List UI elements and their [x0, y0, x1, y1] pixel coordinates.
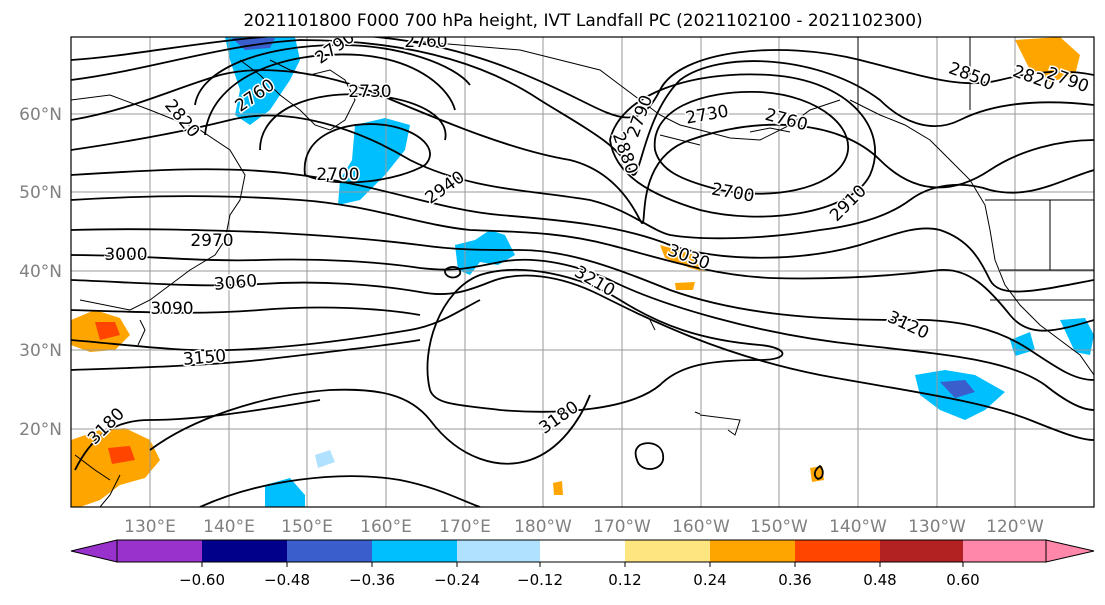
contour-label: 2760: [404, 32, 447, 52]
lon-tick-label: 150°W: [750, 517, 808, 537]
lat-tick-label: 20°N: [19, 420, 62, 440]
colorbar-bin: [710, 540, 795, 562]
lon-tick-label: 170°W: [593, 517, 651, 537]
colorbar-tick-label: 0.36: [778, 571, 811, 589]
lon-tick-label: 140°W: [829, 517, 887, 537]
colorbar: −0.60 −0.48 −0.36 −0.24 −0.12 0.12 0.24 …: [70, 539, 1095, 589]
negative-anomaly-region: [338, 118, 410, 205]
lon-tick-label: 180°W: [514, 517, 572, 537]
contour-label: 2700: [316, 165, 359, 185]
negative-anomaly-region: [225, 37, 300, 125]
positive-anomaly-region: [95, 322, 120, 340]
lon-tick-label: 170°E: [439, 517, 491, 537]
lon-tick-label: 120°W: [986, 517, 1044, 537]
lon-tick-label: 130°W: [908, 517, 966, 537]
positive-anomaly-region: [108, 446, 135, 464]
colorbar-frame: [116, 539, 1047, 563]
colorbar-bin: [625, 540, 710, 562]
negative-anomaly-region: [265, 478, 305, 507]
negative-anomaly-region: [315, 450, 335, 468]
colorbar-bin: [372, 540, 457, 562]
colorbar-bin: [540, 540, 625, 562]
colorbar-bin: [457, 540, 540, 562]
lat-tick-label: 50°N: [19, 183, 62, 203]
map-panel: 2760 2790 2760 2730 2820 2700 2940 2970 …: [70, 32, 1095, 508]
colorbar-tick-label: −0.60: [179, 571, 225, 589]
colorbar-tick-label: −0.12: [517, 571, 563, 589]
negative-anomaly-region: [940, 380, 975, 398]
map-title: 2021101800 F000 700 hPa height, IVT Land…: [243, 11, 922, 31]
contour-label: 3000: [104, 245, 147, 265]
contour-label: 2730: [348, 82, 391, 102]
negative-anomaly-region: [455, 230, 515, 275]
positive-anomaly-region: [1015, 37, 1080, 82]
positive-anomaly-region: [675, 282, 695, 290]
colorbar-tick-label: −0.36: [349, 571, 395, 589]
colorbar-bin: [117, 540, 202, 562]
contour-label: 3060: [213, 271, 258, 295]
coastlines: [71, 37, 1094, 507]
map-frame: [70, 36, 1095, 508]
lat-tick-label: 60°N: [19, 105, 62, 125]
contour-label: 3150: [182, 346, 227, 370]
lat-tick-label: 30°N: [19, 341, 62, 361]
positive-anomaly-region: [660, 245, 705, 272]
colorbar-bin: [287, 540, 372, 562]
height-contours: [71, 37, 1094, 507]
colorbar-bin: [963, 540, 1046, 562]
lat-axis: 60°N 50°N 40°N 30°N 20°N: [19, 105, 62, 440]
lon-tick-label: 140°E: [203, 517, 255, 537]
lon-tick-label: 130°E: [124, 517, 176, 537]
colorbar-tick-label: −0.24: [434, 571, 480, 589]
colorbar-tick-label: 0.48: [863, 571, 896, 589]
lon-axis: 130°E 140°E 150°E 160°E 170°E 180°W 170°…: [124, 517, 1044, 537]
lon-tick-label: 160°E: [360, 517, 412, 537]
colorbar-extend-high: [1045, 539, 1095, 563]
lon-tick-label: 150°E: [281, 517, 333, 537]
colorbar-tick-label: 0.24: [693, 571, 726, 589]
colorbar-tick-label: 0.60: [946, 571, 979, 589]
colorbar-tick-label: 0.12: [608, 571, 641, 589]
colorbar-bin: [880, 540, 963, 562]
contour-label: 2970: [190, 231, 233, 251]
colorbar-tick-label: −0.48: [264, 571, 310, 589]
lon-tick-label: 160°W: [672, 517, 730, 537]
colorbar-extend-low: [70, 539, 118, 563]
contour-label: 3090: [150, 299, 193, 319]
colorbar-bin: [795, 540, 880, 562]
positive-anomaly-region: [71, 428, 160, 507]
colorbar-tick-labels: −0.60 −0.48 −0.36 −0.24 −0.12 0.12 0.24 …: [179, 571, 980, 589]
lat-tick-label: 40°N: [19, 262, 62, 282]
colorbar-ticks: [201, 562, 964, 567]
positive-anomaly-region: [553, 481, 563, 495]
colorbar-bin: [202, 540, 287, 562]
